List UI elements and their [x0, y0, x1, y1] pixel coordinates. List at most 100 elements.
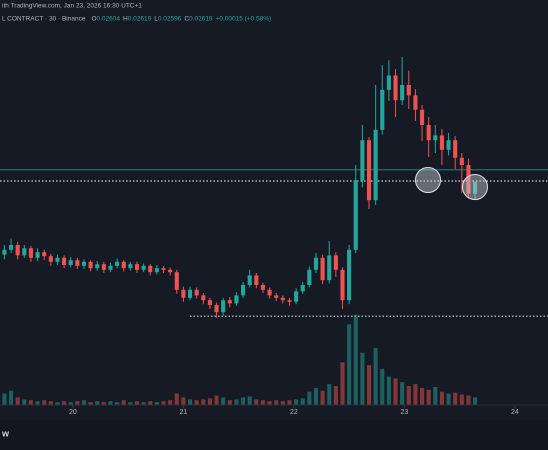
volume-bar — [340, 362, 345, 405]
candle-body — [8, 245, 14, 250]
x-tick-label: 21 — [180, 409, 188, 416]
candle-body — [115, 261, 120, 266]
ohlc-label: L — [154, 16, 158, 23]
volume-bar — [75, 401, 80, 405]
volume-bar — [42, 400, 47, 405]
x-tick-label: 24 — [511, 409, 519, 416]
volume-bar — [307, 391, 312, 405]
volume-bar — [320, 390, 325, 405]
candle-body — [307, 269, 312, 285]
volume-bar — [227, 400, 232, 405]
candle-body — [360, 140, 365, 181]
candle-body — [446, 140, 451, 150]
candle-body — [393, 75, 398, 101]
ohlc-label: H — [123, 16, 128, 23]
candle-body — [55, 257, 60, 262]
candle-body — [128, 264, 133, 269]
candle-body — [194, 289, 199, 296]
candle-body — [101, 264, 106, 270]
candle-body — [386, 75, 391, 90]
candle-body — [187, 289, 193, 298]
volume-bar — [413, 384, 418, 405]
candle-body — [426, 125, 431, 141]
candle-body — [2, 249, 7, 255]
volume-bar — [154, 402, 159, 405]
volume-bar — [2, 393, 7, 405]
ohlc-label: C — [184, 16, 189, 23]
volume-bar — [28, 400, 33, 405]
candle-body — [333, 255, 338, 270]
volume-bar — [187, 399, 193, 405]
volume-bar — [313, 387, 319, 405]
volume-bar — [260, 400, 266, 405]
candle-body — [62, 257, 67, 265]
plot — [0, 57, 548, 405]
volume-bar — [88, 402, 93, 405]
volume-bar — [241, 397, 246, 405]
candle-body — [161, 268, 166, 270]
volume-bar — [300, 398, 305, 405]
drawing-circle — [462, 174, 488, 200]
volume-bar — [141, 402, 146, 405]
volume-bar — [174, 393, 179, 405]
ohlc-value: 0.02596 — [158, 16, 182, 23]
volume-bar — [393, 378, 398, 405]
volume-bar — [161, 401, 166, 405]
candle-body — [81, 261, 87, 266]
candle-body — [201, 295, 206, 301]
volume-bar — [453, 392, 458, 405]
ohlc-value: 0.02619 — [189, 16, 213, 23]
volume-bar — [194, 400, 199, 405]
candle-body — [366, 140, 372, 201]
candle-body — [274, 295, 279, 298]
candle-body — [241, 285, 246, 296]
volume-bar — [254, 399, 259, 405]
candle-body — [108, 265, 113, 270]
candle-body — [42, 252, 47, 257]
candle-body — [320, 257, 325, 281]
candle-body — [254, 275, 259, 285]
volume-bar — [426, 389, 431, 405]
candle-body — [174, 272, 179, 290]
source: ith TradingView.com, Jan 23, 2026 16:30 … — [2, 3, 142, 10]
candle-body — [121, 261, 126, 269]
volume-bar — [95, 401, 100, 405]
volume-bar — [201, 399, 206, 405]
volume-bar — [439, 391, 444, 405]
candle-body — [439, 135, 444, 150]
volume-bar — [400, 382, 405, 405]
candle-body — [28, 248, 33, 258]
change: +0.00015 (+0.58%) — [216, 16, 272, 23]
candle-body — [419, 109, 425, 125]
candle-body — [300, 285, 305, 292]
volume-bar — [168, 400, 173, 405]
candle-body — [466, 165, 471, 194]
volume-bar — [347, 324, 352, 405]
candle-body — [15, 245, 20, 256]
volume-bar — [8, 390, 14, 405]
volume-bar — [380, 368, 385, 405]
volume-bar — [280, 401, 285, 405]
candle-body — [154, 268, 159, 273]
candle-body — [168, 269, 173, 273]
candle-body — [207, 300, 212, 305]
volume-bar — [446, 393, 451, 405]
candle-body — [294, 291, 299, 302]
candle-body — [340, 269, 345, 301]
candle-body — [353, 180, 358, 250]
candle-body — [141, 265, 146, 270]
volume-bar — [128, 402, 133, 405]
volume-bar — [353, 314, 358, 405]
candle-body — [280, 297, 285, 301]
volume-bar — [373, 348, 378, 405]
candle-body — [267, 289, 272, 296]
volume-bar — [148, 401, 153, 405]
volume-bar — [68, 402, 73, 405]
volume-bar — [101, 402, 106, 405]
candle-body — [327, 255, 332, 281]
x-tick-label: 20 — [69, 409, 77, 416]
symbol: L CONTRACT · 30 · Binance — [2, 16, 86, 23]
x-tick-label: 23 — [400, 409, 408, 416]
volume-bar — [327, 384, 332, 405]
